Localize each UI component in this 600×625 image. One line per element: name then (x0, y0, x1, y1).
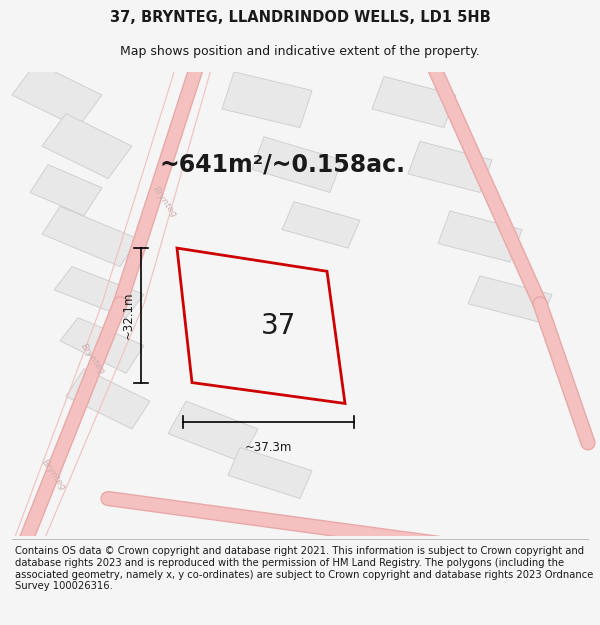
Polygon shape (282, 202, 360, 248)
Text: ~641m²/~0.158ac.: ~641m²/~0.158ac. (159, 152, 405, 177)
Polygon shape (408, 141, 492, 192)
Polygon shape (12, 62, 102, 127)
Polygon shape (42, 114, 132, 179)
Polygon shape (228, 448, 312, 499)
Polygon shape (168, 401, 258, 461)
Polygon shape (30, 164, 102, 216)
Text: 37, BRYNTEG, LLANDRINDOD WELLS, LD1 5HB: 37, BRYNTEG, LLANDRINDOD WELLS, LD1 5HB (110, 11, 490, 26)
Text: Contains OS data © Crown copyright and database right 2021. This information is : Contains OS data © Crown copyright and d… (15, 546, 593, 591)
Text: 37: 37 (260, 312, 296, 341)
Polygon shape (42, 206, 138, 267)
Text: Map shows position and indicative extent of the property.: Map shows position and indicative extent… (120, 45, 480, 58)
Polygon shape (60, 318, 144, 373)
Polygon shape (66, 369, 150, 429)
Text: ~32.1m: ~32.1m (121, 292, 134, 339)
Polygon shape (372, 76, 456, 128)
Polygon shape (252, 137, 342, 192)
Text: Brynteg: Brynteg (40, 458, 68, 492)
Text: Brynteg: Brynteg (151, 184, 179, 219)
Polygon shape (222, 72, 312, 127)
Polygon shape (468, 276, 552, 322)
Text: ~37.3m: ~37.3m (245, 441, 292, 454)
Polygon shape (54, 267, 144, 318)
Text: Brynteg: Brynteg (79, 342, 107, 377)
Polygon shape (438, 211, 522, 262)
